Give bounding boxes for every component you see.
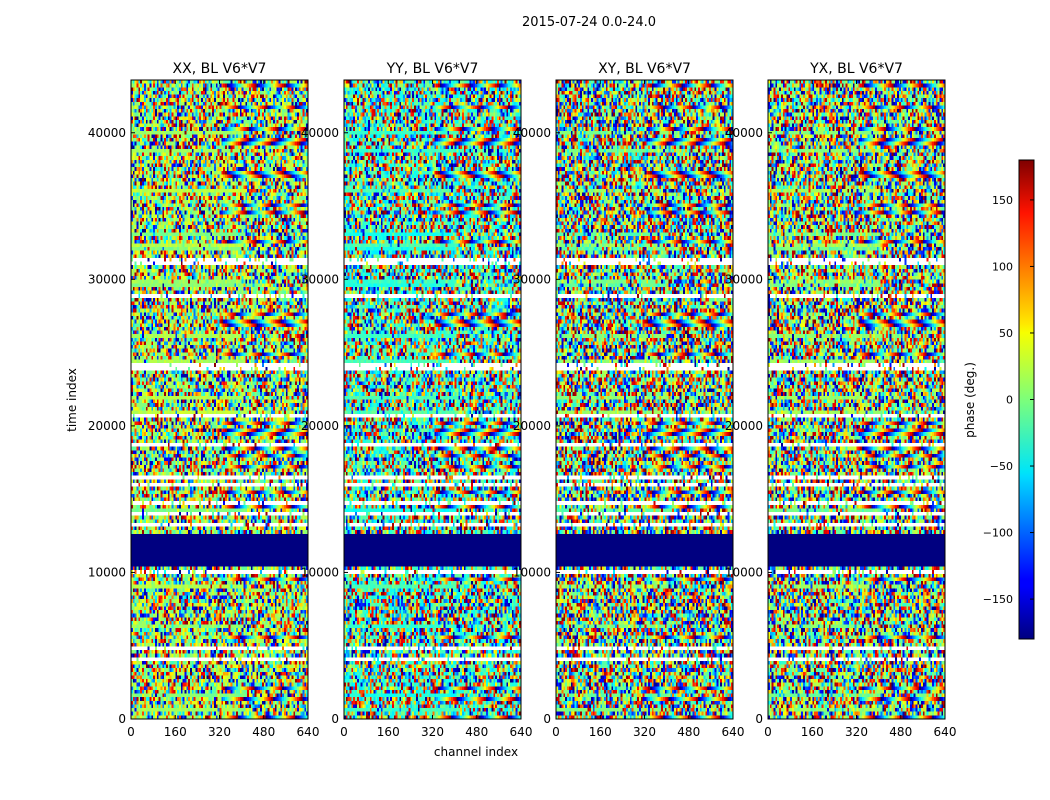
- y-tick-label: 40000: [301, 126, 339, 140]
- heatmap-image: [344, 80, 521, 719]
- panel-title: YY, BL V6*V7: [386, 61, 479, 77]
- heatmap-image: [768, 80, 945, 719]
- y-tick-label: 0: [755, 712, 763, 726]
- heatmap-image: [556, 80, 733, 719]
- x-tick-label: 480: [252, 725, 275, 739]
- y-axis-label: time index: [65, 368, 79, 432]
- y-tick-label: 0: [331, 712, 339, 726]
- y-tick-label: 40000: [725, 126, 763, 140]
- colorbar-tick-label: −50: [990, 460, 1013, 473]
- x-tick-label: 0: [340, 725, 348, 739]
- y-tick-label: 30000: [725, 272, 763, 286]
- colorbar: 150 100 50 0 −50 −100 −150 phase (deg.): [963, 159, 1035, 640]
- x-tick-label: 320: [208, 725, 231, 739]
- figure-title: 2015-07-24 0.0-24.0: [522, 15, 656, 30]
- y-tick-label: 10000: [88, 565, 126, 579]
- colorbar-label: phase (deg.): [963, 362, 977, 438]
- panel-1: XX, BL V6*V7 0 160 320 480 640 0 10000 20000 3000…: [88, 61, 320, 739]
- x-tick-label: 640: [934, 725, 957, 739]
- colorbar-ticks: 150 100 50 0 −50 −100 −150: [983, 194, 1034, 606]
- colorbar-tick-label: 50: [999, 327, 1013, 340]
- y-tick-label: 30000: [301, 272, 339, 286]
- x-tick-label: 320: [633, 725, 656, 739]
- colorbar-tick-label: 150: [992, 194, 1013, 207]
- y-tick-label: 20000: [88, 419, 126, 433]
- x-tick-label: 0: [552, 725, 560, 739]
- panel-2: YY, BL V6*V7 0 160 320 480 640 0 10000 20000 3000…: [301, 61, 533, 739]
- y-tick-label: 40000: [513, 126, 551, 140]
- y-tick-label: 20000: [513, 419, 551, 433]
- y-tick-label: 10000: [725, 565, 763, 579]
- x-tick-label: 160: [801, 725, 824, 739]
- y-tick-label: 10000: [301, 565, 339, 579]
- x-tick-label: 480: [465, 725, 488, 739]
- x-tick-label: 320: [845, 725, 868, 739]
- x-tick-label: 480: [889, 725, 912, 739]
- x-tick-label: 0: [764, 725, 772, 739]
- heatmap-image: [131, 80, 308, 719]
- panels: XX, BL V6*V7 0 160 320 480 640 0 10000 20000 3000…: [88, 61, 957, 739]
- panel-4: YX, BL V6*V7 0 160 320 480 640 0 10000 20000 3000…: [725, 61, 957, 739]
- x-tick-label: 320: [421, 725, 444, 739]
- x-tick-label: 160: [164, 725, 187, 739]
- y-tick-label: 10000: [513, 565, 551, 579]
- colorbar-tick-label: −150: [983, 593, 1013, 606]
- y-tick-label: 20000: [301, 419, 339, 433]
- x-tick-label: 640: [510, 725, 533, 739]
- x-tick-label: 0: [127, 725, 135, 739]
- x-tick-label: 640: [297, 725, 320, 739]
- y-tick-label: 40000: [88, 126, 126, 140]
- panel-3: XY, BL V6*V7 0 160 320 480 640 0 10000 20000 3000…: [513, 61, 745, 739]
- y-tick-label: 30000: [88, 272, 126, 286]
- y-tick-label: 20000: [725, 419, 763, 433]
- x-tick-label: 160: [589, 725, 612, 739]
- colorbar-tick-label: 0: [1006, 394, 1013, 407]
- panel-title: XX, BL V6*V7: [173, 61, 267, 77]
- y-tick-label: 0: [118, 712, 126, 726]
- x-axis-label: channel index: [434, 745, 518, 759]
- panel-title: YX, BL V6*V7: [809, 61, 903, 77]
- x-tick-label: 480: [677, 725, 700, 739]
- colorbar-tick-label: −100: [983, 527, 1013, 540]
- panel-title: XY, BL V6*V7: [598, 61, 691, 77]
- x-tick-label: 640: [722, 725, 745, 739]
- x-tick-label: 160: [377, 725, 400, 739]
- y-tick-label: 30000: [513, 272, 551, 286]
- y-tick-label: 0: [543, 712, 551, 726]
- colorbar-tick-label: 100: [992, 260, 1013, 273]
